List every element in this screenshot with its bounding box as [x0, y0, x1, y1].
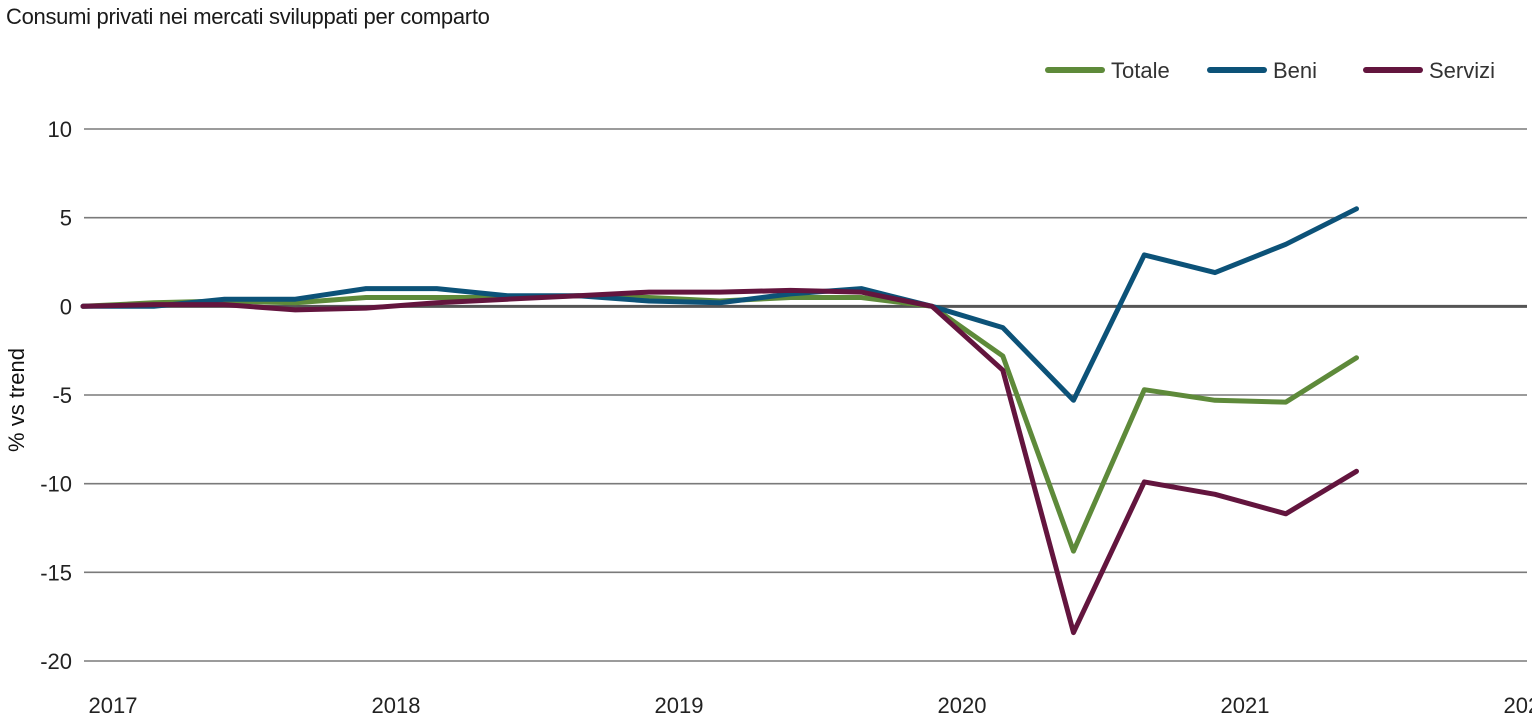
legend: Totale Beni Servizi: [1045, 58, 1495, 83]
y-tick-label: -15: [40, 560, 72, 585]
y-tick-label: -20: [40, 649, 72, 674]
y-tick-label: 5: [60, 206, 72, 231]
y-tick-labels: 10 5 0 -5 -10 -15 -20: [40, 117, 72, 674]
legend-label-totale: Totale: [1111, 58, 1170, 83]
legend-label-servizi: Servizi: [1429, 58, 1495, 83]
series-line-beni: [80, 206, 1359, 403]
x-tick-label: 2022: [1504, 693, 1532, 718]
series-line-totale: [80, 293, 1359, 554]
legend-label-beni: Beni: [1273, 58, 1317, 83]
series-lines: [80, 206, 1359, 636]
series-line-servizi: [80, 287, 1359, 636]
chart-title: Consumi privati nei mercati sviluppati p…: [6, 4, 490, 29]
y-tick-label: -5: [52, 383, 72, 408]
x-tick-label: 2017: [89, 693, 138, 718]
x-tick-label: 2018: [372, 693, 421, 718]
x-tick-label: 2019: [655, 693, 704, 718]
x-tick-label: 2020: [938, 693, 987, 718]
y-tick-label: -10: [40, 472, 72, 497]
x-tick-label: 2021: [1221, 693, 1270, 718]
y-axis-label: % vs trend: [4, 348, 29, 452]
x-tick-labels: 2017 2018 2019 2020 2021 2022: [89, 693, 1532, 718]
y-tick-label: 0: [60, 294, 72, 319]
y-tick-label: 10: [48, 117, 72, 142]
grid-lines: [84, 128, 1527, 662]
